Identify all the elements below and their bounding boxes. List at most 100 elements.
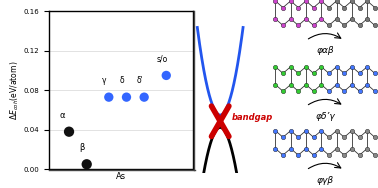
Point: [303, 65, 309, 68]
Point: [280, 90, 286, 93]
Point: [326, 72, 332, 75]
Point: [349, 0, 355, 2]
Point: [326, 6, 332, 9]
Point: [318, 65, 324, 68]
Point: [333, 17, 339, 20]
Point: [349, 65, 355, 68]
Point: [372, 136, 378, 139]
Text: φαβ: φαβ: [316, 46, 334, 55]
Text: δ': δ': [136, 76, 143, 85]
Point: [303, 0, 309, 2]
Point: [333, 129, 339, 132]
Point: [106, 96, 112, 99]
Point: [333, 65, 339, 68]
Point: [288, 0, 294, 2]
Point: [272, 147, 278, 150]
Point: [318, 129, 324, 132]
Point: [364, 65, 370, 68]
Point: [326, 24, 332, 27]
Point: [349, 17, 355, 20]
Point: [318, 17, 324, 20]
Point: [341, 6, 347, 9]
Point: [349, 147, 355, 150]
Point: [288, 83, 294, 86]
Point: [364, 129, 370, 132]
Point: [311, 6, 317, 9]
Point: [295, 90, 301, 93]
Point: [311, 136, 317, 139]
Point: [295, 6, 301, 9]
Y-axis label: $\Delta E_{coh}$(eV/atom): $\Delta E_{coh}$(eV/atom): [8, 61, 21, 120]
Point: [341, 154, 347, 157]
Point: [356, 136, 363, 139]
Point: [372, 6, 378, 9]
Text: φδ’γ: φδ’γ: [315, 112, 335, 121]
Point: [280, 72, 286, 75]
Point: [326, 90, 332, 93]
Point: [272, 0, 278, 2]
Point: [333, 0, 339, 2]
Point: [303, 83, 309, 86]
Point: [356, 24, 363, 27]
Point: [311, 24, 317, 27]
Point: [311, 72, 317, 75]
Point: [372, 90, 378, 93]
Point: [333, 147, 339, 150]
Point: [356, 6, 363, 9]
Text: γ: γ: [102, 76, 107, 85]
Point: [280, 6, 286, 9]
Point: [372, 24, 378, 27]
Point: [66, 130, 72, 133]
Point: [124, 96, 130, 99]
Point: [364, 83, 370, 86]
Point: [163, 74, 169, 77]
Point: [295, 72, 301, 75]
Point: [364, 147, 370, 150]
Point: [303, 129, 309, 132]
Point: [349, 129, 355, 132]
Point: [141, 96, 147, 99]
Point: [288, 147, 294, 150]
Point: [372, 154, 378, 157]
Point: [318, 83, 324, 86]
X-axis label: As: As: [116, 172, 126, 181]
Point: [272, 65, 278, 68]
Point: [356, 154, 363, 157]
Point: [272, 129, 278, 132]
Point: [303, 17, 309, 20]
Point: [295, 136, 301, 139]
Point: [349, 83, 355, 86]
Point: [311, 154, 317, 157]
Point: [288, 17, 294, 20]
Point: [280, 136, 286, 139]
Point: [372, 72, 378, 75]
Point: [326, 136, 332, 139]
Text: s/o: s/o: [156, 55, 167, 64]
Text: δ: δ: [120, 76, 124, 85]
Point: [341, 24, 347, 27]
Point: [318, 147, 324, 150]
Text: φγβ: φγβ: [316, 176, 334, 185]
Point: [341, 72, 347, 75]
Point: [288, 129, 294, 132]
Point: [341, 90, 347, 93]
Point: [364, 17, 370, 20]
Point: [356, 72, 363, 75]
Point: [311, 90, 317, 93]
Point: [356, 90, 363, 93]
Point: [303, 147, 309, 150]
Point: [280, 24, 286, 27]
Point: [84, 163, 90, 166]
Point: [295, 154, 301, 157]
Point: [272, 17, 278, 20]
Point: [280, 154, 286, 157]
Point: [295, 24, 301, 27]
Point: [364, 0, 370, 2]
Point: [333, 83, 339, 86]
Point: [326, 154, 332, 157]
Point: [288, 65, 294, 68]
Point: [318, 0, 324, 2]
Text: β: β: [80, 143, 85, 152]
Point: [341, 136, 347, 139]
Point: [272, 83, 278, 86]
